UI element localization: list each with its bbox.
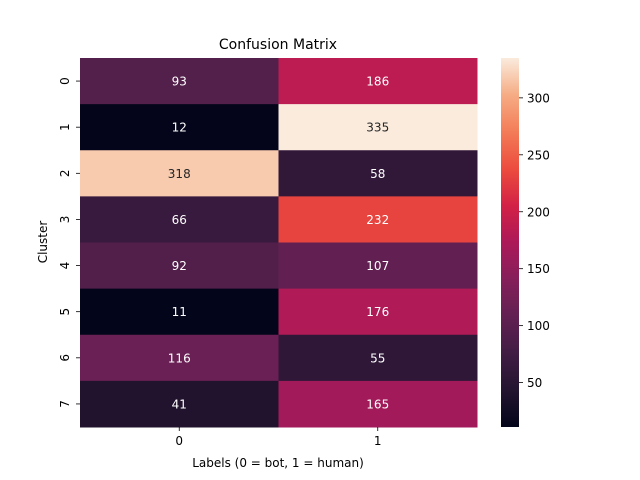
colorbar-tick-label: 300 bbox=[527, 91, 550, 105]
heatmap-cell bbox=[278, 334, 478, 382]
cell-value-label: 318 bbox=[168, 167, 191, 181]
cell-value-label: 55 bbox=[370, 351, 385, 365]
cell-value-label: 232 bbox=[366, 213, 389, 227]
y-tick-label: 1 bbox=[58, 123, 72, 131]
colorbar-tick-label: 50 bbox=[527, 376, 542, 390]
heatmap-cell bbox=[80, 58, 279, 105]
colorbar-gradient bbox=[501, 58, 519, 427]
cell-value-label: 12 bbox=[172, 121, 187, 135]
colorbar-tick-label: 200 bbox=[527, 205, 550, 219]
heatmap-cell bbox=[80, 196, 279, 243]
heatmap-cell bbox=[278, 104, 478, 151]
cell-value-label: 107 bbox=[366, 259, 389, 273]
colorbar-tick-label: 100 bbox=[527, 319, 550, 333]
y-axis: 0 1 2 3 4 5 6 7 bbox=[58, 77, 80, 408]
cell-value-label: 186 bbox=[366, 75, 389, 89]
heatmap-cell bbox=[80, 288, 279, 336]
cell-value-label: 66 bbox=[172, 213, 187, 227]
heatmap-cell bbox=[278, 380, 478, 428]
heatmap-cell bbox=[278, 150, 478, 197]
cell-value-label: 176 bbox=[366, 305, 389, 319]
y-tick-label: 4 bbox=[58, 262, 72, 270]
heatmap-cell bbox=[80, 104, 279, 151]
cell-value-label: 11 bbox=[172, 305, 187, 319]
heatmap-cell bbox=[80, 334, 279, 382]
cell-value-label: 58 bbox=[370, 167, 385, 181]
heatmap-cell bbox=[80, 242, 279, 290]
heatmap-cell bbox=[278, 58, 478, 105]
heatmap-cell bbox=[80, 150, 279, 197]
y-tick-label: 3 bbox=[58, 216, 72, 224]
heatmap-cell bbox=[278, 196, 478, 243]
cell-value-label: 41 bbox=[172, 397, 187, 411]
colorbar: 50 100 150 200 250 300 bbox=[501, 58, 550, 427]
chart-title: Confusion Matrix bbox=[219, 37, 337, 53]
x-axis-label: Labels (0 = bot, 1 = human) bbox=[192, 456, 364, 470]
colorbar-tick-label: 250 bbox=[527, 148, 550, 162]
y-tick-label: 2 bbox=[58, 169, 72, 177]
colorbar-tick-label: 150 bbox=[527, 262, 550, 276]
heatmap-cell bbox=[80, 380, 279, 428]
x-tick-label: 1 bbox=[374, 434, 382, 448]
y-tick-label: 7 bbox=[58, 400, 72, 408]
y-tick-label: 5 bbox=[58, 308, 72, 316]
cell-value-label: 116 bbox=[168, 351, 191, 365]
heatmap-cells bbox=[80, 58, 478, 428]
x-tick-label: 0 bbox=[175, 434, 183, 448]
heatmap-cell-labels: 93 186 12 335 318 58 66 232 92 107 11 176 116 55 41 165 bbox=[168, 75, 389, 412]
cell-value-label: 93 bbox=[172, 75, 187, 89]
y-tick-label: 6 bbox=[58, 354, 72, 362]
heatmap-cell bbox=[278, 288, 478, 336]
cell-value-label: 92 bbox=[172, 259, 187, 273]
cell-value-label: 165 bbox=[366, 397, 389, 411]
heatmap-cell bbox=[278, 242, 478, 290]
y-axis-label: Cluster bbox=[36, 221, 50, 264]
y-tick-label: 0 bbox=[58, 77, 72, 85]
cell-value-label: 335 bbox=[366, 121, 389, 135]
